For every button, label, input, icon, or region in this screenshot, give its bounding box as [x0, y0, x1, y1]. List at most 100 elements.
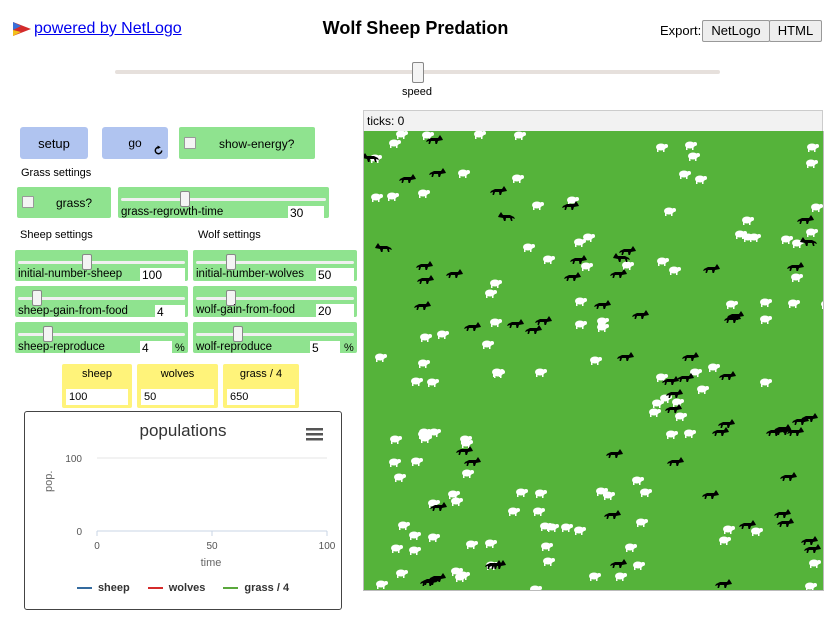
sheep-agent	[541, 542, 553, 551]
wolf-gain-from-food-handle[interactable]	[226, 290, 236, 306]
grass-regrowth-time-track[interactable]	[121, 198, 326, 201]
wolf-agent	[727, 311, 744, 320]
legend-label: sheep	[97, 582, 130, 594]
sheep-gain-from-food-handle[interactable]	[32, 290, 42, 306]
wolf-agent	[804, 544, 821, 553]
model-title: Wolf Sheep Predation	[322, 18, 509, 38]
wolf-agent	[507, 319, 524, 328]
sheep-agent	[466, 540, 478, 549]
show-energy-switch[interactable]: show-energy?	[179, 127, 315, 159]
wolf-agent	[456, 446, 473, 455]
plot-legend: sheep wolves grass / 4	[25, 582, 341, 594]
sheep-agent	[695, 175, 707, 184]
sheep-agent	[411, 457, 423, 466]
plot-x-tick-label: 100	[319, 541, 336, 552]
plot-y-tick-label: 100	[65, 454, 82, 465]
legend-item[interactable]: sheep	[76, 582, 130, 594]
wolf-gain-from-food-track[interactable]	[196, 297, 354, 300]
sheep-monitor-label: sheep	[82, 368, 112, 380]
sheep-agent	[543, 557, 555, 566]
sheep-agent	[749, 233, 761, 242]
wolf-agent	[792, 416, 809, 425]
wolves-monitor-label: wolves	[160, 368, 195, 380]
ticks-counter: ticks: 0	[367, 114, 405, 128]
sheep-agent	[389, 458, 401, 467]
legend-swatch	[147, 587, 163, 589]
wolf-agent	[610, 269, 627, 278]
sheep-agent	[821, 300, 831, 309]
sheep-reproduce-label: sheep-reproduce	[18, 341, 105, 353]
sheep-agent	[640, 488, 652, 497]
initial-number-sheep-slider[interactable]: initial-number-sheep 100	[15, 250, 188, 282]
legend-item[interactable]: grass / 4	[223, 582, 289, 594]
show-energy-checkbox[interactable]	[184, 137, 196, 149]
sheep-gain-from-food-track[interactable]	[18, 297, 185, 300]
wolf-gain-from-food-slider[interactable]: wolf-gain-from-food 20	[193, 286, 357, 318]
populations-plot: populations 100 0 0 50 100 pop. time sheep wo…	[24, 411, 342, 610]
chart-menu-icon[interactable]	[305, 426, 325, 442]
powered-by-netlogo-link[interactable]: powered by NetLogo	[12, 20, 182, 38]
sheep-agent	[458, 169, 470, 178]
initial-number-wolves-track[interactable]	[196, 261, 354, 264]
sheep-agent	[575, 320, 587, 329]
legend-item[interactable]: wolves	[147, 582, 205, 594]
legend-swatch	[223, 587, 239, 589]
wolf-agent	[777, 518, 794, 527]
sheep-agent	[490, 318, 502, 327]
wolf-agent	[667, 457, 684, 466]
wolf-agent	[375, 243, 392, 252]
export-label: Export:	[660, 23, 702, 38]
wolf-reproduce-handle[interactable]	[233, 326, 243, 342]
setup-button[interactable]: setup	[20, 127, 88, 159]
initial-number-wolves-handle[interactable]	[226, 254, 236, 270]
sheep-gain-from-food-slider[interactable]: sheep-gain-from-food 4	[15, 286, 188, 319]
sheep-agent	[685, 141, 697, 150]
initial-number-wolves-value: 50	[316, 268, 354, 282]
wolf-agent	[665, 404, 682, 413]
grass-regrowth-time-value: 30	[288, 206, 324, 220]
wolf-reproduce-slider[interactable]: wolf-reproduce 5 %	[193, 322, 357, 355]
speed-slider-handle[interactable]	[412, 62, 424, 83]
sheep-agent	[649, 408, 661, 417]
sheep-agent	[708, 363, 720, 372]
wolf-agent	[446, 269, 463, 278]
sheep-reproduce-slider[interactable]: sheep-reproduce 4 %	[15, 322, 188, 355]
grass-regrowth-time-slider[interactable]: grass-regrowth-time 30	[118, 187, 329, 220]
sheep-agent	[376, 580, 388, 589]
sheep-gain-from-food-value: 4	[155, 305, 185, 319]
sheep-agent	[419, 428, 431, 437]
plot-xlabel: time	[25, 557, 341, 569]
legend-label: grass / 4	[244, 582, 290, 594]
sheep-reproduce-handle[interactable]	[43, 326, 53, 342]
sheep-agent	[462, 469, 474, 478]
sheep-agent	[679, 170, 691, 179]
wolf-agent	[594, 300, 611, 309]
go-button[interactable]: go	[102, 127, 168, 159]
export-netlogo-button[interactable]: NetLogo	[702, 20, 770, 42]
powered-by-text: powered by NetLogo	[34, 20, 182, 37]
sheep-agent	[418, 359, 430, 368]
wolf-settings-note: Wolf settings	[198, 229, 261, 241]
initial-number-wolves-label: initial-number-wolves	[196, 268, 305, 280]
netlogo-logo-icon	[13, 22, 31, 36]
wolf-agent	[801, 536, 818, 545]
wolf-agent	[606, 449, 623, 458]
export-html-button[interactable]: HTML	[769, 20, 822, 42]
sheep-agent	[451, 567, 463, 576]
grass-switch[interactable]: grass?	[17, 187, 111, 218]
legend-swatch	[76, 587, 92, 589]
initial-number-wolves-slider[interactable]: initial-number-wolves 50	[193, 250, 357, 282]
sheep-agent	[485, 539, 497, 548]
wolf-agent	[535, 316, 552, 325]
wolf-reproduce-value: 5	[310, 341, 340, 355]
initial-number-sheep-track[interactable]	[18, 261, 185, 264]
wolf-agent	[619, 246, 636, 255]
initial-number-sheep-handle[interactable]	[82, 254, 92, 270]
grass-regrowth-time-handle[interactable]	[180, 191, 190, 207]
sheep-reproduce-track[interactable]	[18, 333, 185, 336]
world-view[interactable]	[362, 130, 831, 594]
wolf-reproduce-track[interactable]	[196, 333, 354, 336]
grass-checkbox[interactable]	[22, 196, 34, 208]
view-header: ticks: 0	[363, 110, 823, 131]
sheep-agent	[389, 139, 401, 148]
